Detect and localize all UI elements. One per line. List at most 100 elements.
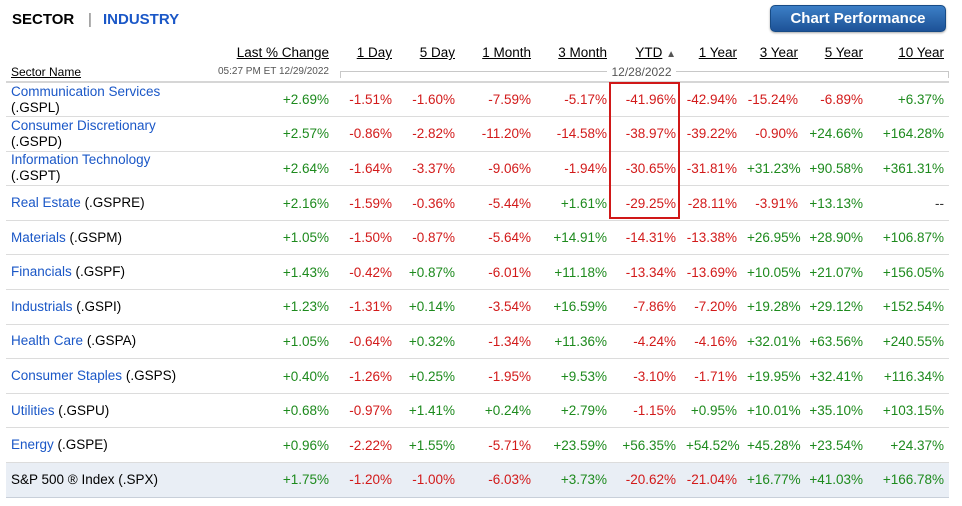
value-cell: -5.64% — [488, 230, 531, 246]
sector-name-cell: Consumer Staples (.GSPS) — [6, 359, 206, 394]
ticker-symbol: (.GSPA) — [86, 333, 137, 349]
value-cell: +164.28% — [882, 126, 944, 142]
index-name: S&P 500 ® Index — [11, 471, 115, 487]
chart-performance-button[interactable]: Chart Performance — [770, 5, 946, 32]
sector-link[interactable]: Financials — [11, 264, 72, 280]
col-header-1-month[interactable]: 1 Month — [482, 45, 531, 60]
sector-name-cell: Financials (.GSPF) — [6, 255, 206, 290]
value-cell: +240.55% — [882, 333, 944, 349]
sector-name-cell: Energy (.GSPE) — [6, 428, 206, 463]
value-cell: +1.05% — [282, 333, 329, 349]
value-cell: +10.01% — [747, 403, 801, 419]
value-cell: +1.61% — [560, 195, 607, 211]
sector-link[interactable]: Health Care — [11, 333, 84, 349]
sector-link[interactable]: Consumer Staples — [11, 368, 123, 384]
value-cell: +156.05% — [882, 264, 944, 280]
value-cell: -2.82% — [412, 126, 455, 142]
value-cell: +152.54% — [882, 299, 944, 315]
tab-industry[interactable]: INDUSTRY — [103, 11, 180, 28]
sector-name-cell: Consumer Discretionary (.GSPD) — [6, 117, 206, 152]
value-cell: +2.64% — [282, 160, 329, 176]
value-cell: +63.56% — [809, 333, 863, 349]
value-cell: -42.94% — [686, 92, 737, 108]
col-header-1-day[interactable]: 1 Day — [356, 45, 392, 60]
value-cell: -1.31% — [349, 299, 392, 315]
value-cell: -1.60% — [412, 92, 455, 108]
sector-name-cell: Materials (.GSPM) — [6, 220, 206, 255]
value-cell: +1.23% — [282, 299, 329, 315]
sector-link[interactable]: Utilities — [11, 402, 55, 418]
value-cell: -0.97% — [349, 403, 392, 419]
value-cell: -13.38% — [686, 230, 737, 246]
ticker-symbol: (.GSPI) — [76, 298, 122, 314]
sector-link[interactable]: Communication Services — [11, 83, 161, 99]
col-header-5-year[interactable]: 5 Year — [824, 45, 863, 60]
value-cell: -20.62% — [625, 472, 676, 488]
sector-link[interactable]: Energy — [11, 437, 54, 453]
sector-tabs-bar: SECTOR | INDUSTRY Chart Performance — [0, 0, 962, 40]
value-cell: -0.86% — [349, 126, 392, 142]
value-cell: -4.24% — [633, 333, 676, 349]
sector-row: Real Estate (.GSPRE) +2.16% -1.59% -0.36% -5… — [6, 186, 949, 221]
value-cell: +32.41% — [809, 368, 863, 384]
sector-name-header[interactable]: Sector Name — [6, 62, 206, 83]
sector-link[interactable]: Materials — [11, 229, 66, 245]
ticker-symbol: (.GSPF) — [75, 264, 126, 280]
value-cell: +106.87% — [882, 230, 944, 246]
value-cell: +2.57% — [282, 126, 329, 142]
col-header-3-year[interactable]: 3 Year — [759, 45, 798, 60]
col-header-3-month[interactable]: 3 Month — [558, 45, 607, 60]
sort-ascending-icon: ▲ — [666, 49, 676, 60]
col-header-ytd[interactable]: YTD ▲ — [635, 45, 676, 60]
last-update-timestamp: 05:27 PM ET 12/29/2022 — [206, 62, 334, 83]
value-cell: -3.37% — [412, 160, 455, 176]
sector-name-cell: S&P 500 ® Index (.SPX) — [6, 463, 206, 498]
value-cell: +19.28% — [747, 299, 801, 315]
subheader-row: Sector Name 05:27 PM ET 12/29/2022 12/28… — [6, 62, 949, 83]
tab-sector[interactable]: SECTOR — [12, 11, 75, 28]
ticker-symbol: (.GSPM) — [69, 229, 123, 245]
sector-name-cell: Industrials (.GSPI) — [6, 290, 206, 325]
value-cell: -6.01% — [488, 264, 531, 280]
value-cell: +23.54% — [809, 437, 863, 453]
col-header-1-year[interactable]: 1 Year — [698, 45, 737, 60]
value-cell: +45.28% — [747, 437, 801, 453]
value-cell: -1.51% — [349, 92, 392, 108]
sector-link[interactable]: Consumer Discretionary — [11, 117, 156, 133]
sector-link[interactable]: Industrials — [11, 298, 73, 314]
col-header-10-year[interactable]: 10 Year — [898, 45, 944, 60]
value-cell: -1.64% — [349, 160, 392, 176]
sector-name-cell: Health Care (.GSPA) — [6, 324, 206, 359]
value-cell: -7.59% — [488, 92, 531, 108]
sector-row: Consumer Staples (.GSPS) +0.40% -1.26% +0.2… — [6, 359, 949, 394]
value-cell: -1.34% — [488, 333, 531, 349]
value-cell: -41.96% — [625, 92, 676, 108]
value-cell: -0.42% — [349, 264, 392, 280]
sector-row: Materials (.GSPM) +1.05% -1.50% -0.87% -5.64… — [6, 220, 949, 255]
value-cell: +23.59% — [553, 437, 607, 453]
value-cell: +3.73% — [560, 472, 607, 488]
value-cell: +166.78% — [882, 472, 944, 488]
col-header-5-day[interactable]: 5 Day — [419, 45, 455, 60]
sector-name-cell: Communication Services (.GSPL) — [6, 82, 206, 117]
sector-link[interactable]: Information Technology — [11, 152, 151, 168]
value-cell: -5.71% — [488, 437, 531, 453]
value-cell: -3.10% — [633, 368, 676, 384]
value-cell: +56.35% — [622, 437, 676, 453]
value-cell: +13.13% — [809, 195, 863, 211]
value-cell: -7.86% — [633, 299, 676, 315]
col-header-last-change[interactable]: Last % Change — [236, 45, 329, 60]
value-cell: +11.18% — [554, 264, 607, 280]
value-cell: +26.95% — [747, 230, 801, 246]
value-cell: +90.58% — [809, 160, 863, 176]
value-cell: +24.66% — [809, 126, 863, 142]
value-cell: -1.59% — [349, 195, 392, 211]
value-cell: +103.15% — [882, 403, 944, 419]
value-cell: -28.11% — [687, 195, 737, 211]
value-cell: -30.65% — [625, 160, 676, 176]
sector-row: Health Care (.GSPA) +1.05% -0.64% +0.32% -1.… — [6, 324, 949, 359]
value-cell: +21.07% — [809, 264, 863, 280]
sector-link[interactable]: Real Estate — [11, 195, 81, 211]
value-cell: -6.89% — [820, 92, 863, 108]
value-cell: +1.75% — [282, 472, 329, 488]
